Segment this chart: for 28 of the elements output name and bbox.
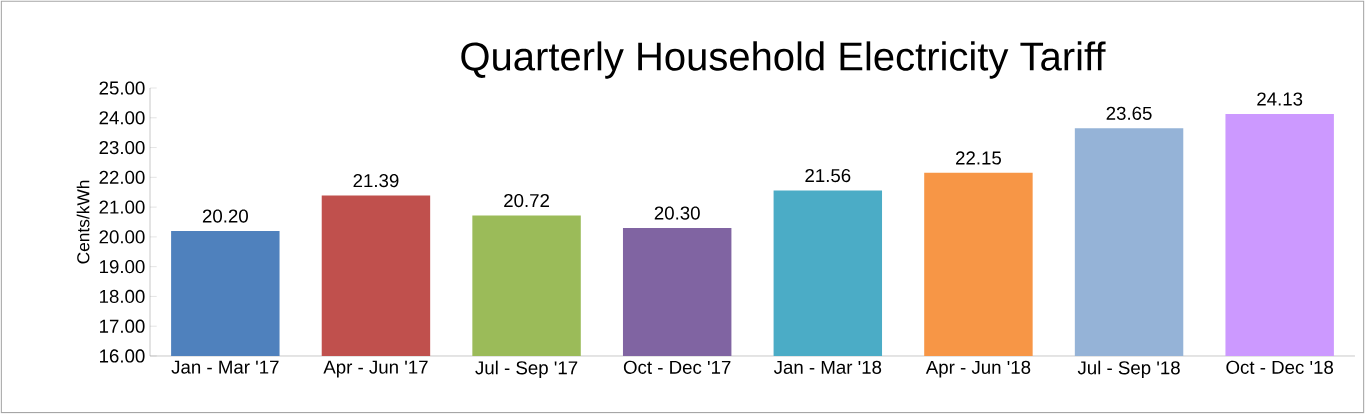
data-label: 20.72 xyxy=(504,193,549,208)
y-tick-label: 21.00 xyxy=(99,200,145,214)
y-axis-title: Cents/kWh xyxy=(76,180,90,264)
chart-title: Quarterly Household Electricity Tariff xyxy=(461,41,1106,79)
data-label: 23.65 xyxy=(1106,106,1152,120)
y-tick-label: 20.00 xyxy=(99,230,145,244)
x-tick-label: Oct - Dec '17 xyxy=(623,360,731,374)
x-tick-label: Oct - Dec '18 xyxy=(1226,360,1334,374)
data-label: 24.13 xyxy=(1257,92,1303,106)
y-tick-label: 19.00 xyxy=(100,260,145,274)
y-tick-label: 25.00 xyxy=(99,81,145,95)
y-tick-label: 18.00 xyxy=(100,289,145,304)
x-tick-label: Jul - Sep '18 xyxy=(1077,360,1180,379)
x-tick-label: Jan - Mar '18 xyxy=(773,360,882,374)
data-label: 20.20 xyxy=(202,209,248,223)
data-label: 22.15 xyxy=(956,151,1001,165)
data-label: 21.56 xyxy=(805,168,851,183)
y-tick-label: 16.00 xyxy=(100,349,145,363)
data-label: 20.30 xyxy=(654,206,700,220)
data-label: 21.39 xyxy=(353,174,399,188)
x-tick-label: Jul - Sep '17 xyxy=(475,360,578,379)
y-tick-label: 22.00 xyxy=(99,170,145,184)
y-tick-label: 17.00 xyxy=(100,319,145,333)
y-tick-label: 24.00 xyxy=(99,111,145,125)
x-tick-label: Jan - Mar '17 xyxy=(171,360,279,374)
x-tick-label: Apr - Jun '18 xyxy=(925,360,1031,378)
x-tick-label: Apr - Jun '17 xyxy=(323,360,428,378)
y-tick-label: 23.00 xyxy=(99,140,145,155)
